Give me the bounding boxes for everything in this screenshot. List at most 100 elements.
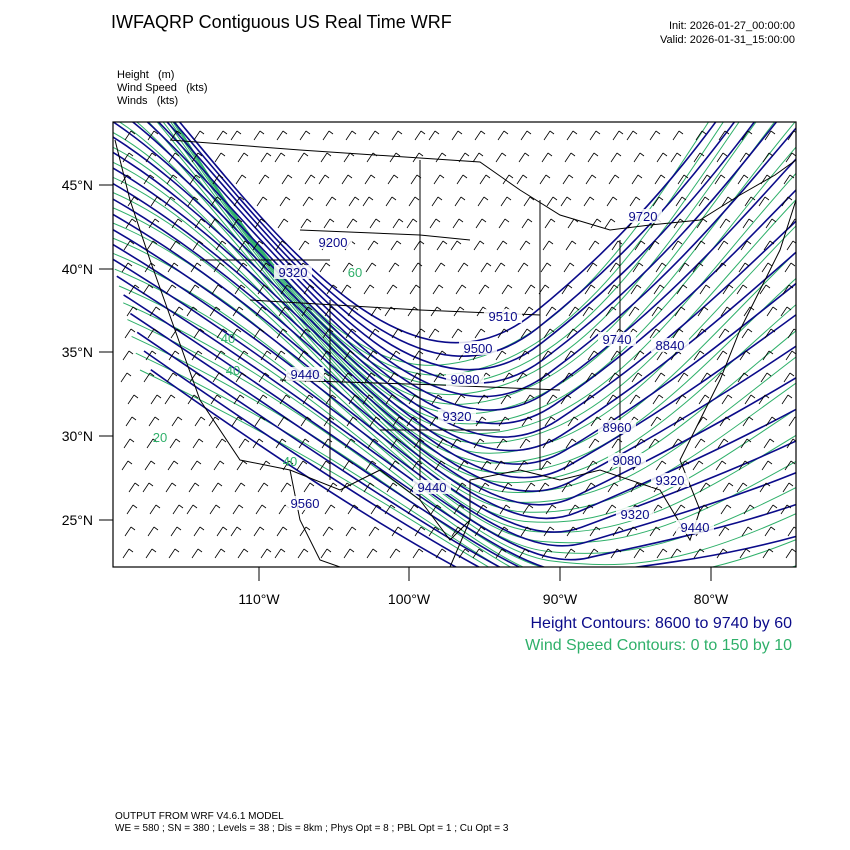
wind-barb-shaft [164, 394, 172, 405]
wind-barb-flag [791, 152, 796, 157]
wind-barb-shaft [256, 394, 264, 405]
height-contour-line [116, 275, 796, 561]
wind-barb-flag [596, 218, 602, 223]
wind-barb-flag [350, 438, 356, 443]
wind-barb-shaft [432, 284, 440, 295]
wind-barb-shaft [693, 152, 701, 163]
wind-barb-flag [725, 416, 731, 421]
wind-barb-flag [130, 328, 136, 333]
wind-barb-shaft [389, 350, 397, 361]
wind-barb-shaft [764, 328, 772, 339]
wind-barb-flag [217, 482, 223, 487]
wind-barb-flag [373, 240, 379, 245]
wind-barb-flag [240, 284, 246, 289]
wind-barb-flag [332, 284, 338, 289]
map-layers: 9720 9200 9320 9510 9500 9740 8840 9440 9080 9320… [113, 122, 796, 567]
wind-barb-flag [219, 460, 225, 465]
wind-barb-flag [369, 482, 375, 487]
wind-barb-shaft [650, 416, 658, 427]
wind-barb-flag [502, 438, 508, 443]
wind-barb-flag [616, 548, 622, 553]
wind-barb-shaft [610, 548, 618, 559]
wind-barb-flag [243, 350, 249, 355]
wind-barb-shaft [782, 284, 790, 295]
wind-barb-shaft [495, 548, 503, 559]
wind-barb-flag [328, 130, 334, 135]
wind-barb-shaft [364, 372, 372, 383]
wind-barb-flag [768, 548, 774, 553]
footer-config: WE = 580 ; SN = 380 ; Levels = 38 ; Dis … [115, 823, 509, 834]
lat-tick-label: 35°N [62, 344, 93, 360]
wind-speed-contour-line [173, 122, 724, 376]
wind-barb-flag [412, 218, 418, 223]
wind-barb-shaft [494, 460, 502, 471]
wind-barb-flag [658, 196, 664, 201]
wind-barb-flag [748, 416, 754, 421]
wind-barb-flag [456, 240, 462, 245]
latitude-axis [99, 184, 113, 521]
wind-barb-shaft [406, 416, 414, 427]
wind-barb-shaft [299, 130, 307, 141]
wind-barb-flag [572, 526, 578, 531]
wind-speed-contour-line [118, 122, 796, 454]
wind-barb-flag [742, 482, 748, 487]
wind-barb-shaft [721, 394, 729, 405]
wind-barb-shaft [296, 460, 304, 471]
wind-barb-shaft [412, 350, 420, 361]
wind-barb-shaft [473, 438, 481, 449]
wind-barb-shaft [434, 460, 442, 471]
wind-barb-flag [612, 394, 618, 399]
wind-barb-shaft [122, 350, 130, 361]
wind-barb-shaft [260, 350, 268, 361]
wind-barb-flag [397, 130, 403, 135]
wind-barb-flag [788, 482, 794, 487]
wind-barb-flag [395, 548, 401, 553]
wind-barb-shaft [561, 284, 569, 295]
wind-barb-shaft [611, 438, 619, 449]
wind-barb-flag [524, 350, 530, 355]
height-contour-line [113, 151, 796, 452]
lon-tick-label: 90°W [543, 591, 578, 607]
wind-barb-flag [309, 482, 315, 487]
wind-barb-flag [786, 504, 792, 509]
wind-barb-shaft [214, 548, 222, 559]
wind-barb-shaft [235, 174, 243, 185]
wind-barb-flag [705, 284, 711, 289]
wind-barb-flag [793, 130, 796, 133]
wind-barb-shaft [562, 174, 570, 185]
wind-barb-shaft [385, 394, 393, 405]
height-contour-line [143, 350, 481, 567]
wind-barb-flag [721, 262, 727, 267]
wind-barb-flag [441, 548, 447, 553]
wind-barb-shaft [150, 394, 158, 405]
wind-barb-flag [551, 504, 557, 509]
wind-barb-flag [436, 504, 442, 509]
wind-barb-flag [522, 372, 528, 377]
wind-barb-flag [639, 152, 645, 157]
wind-barb-flag [545, 174, 551, 179]
height-contour-line [131, 122, 796, 411]
wind-barb-flag [525, 438, 531, 443]
wind-barb-shaft [714, 372, 722, 383]
wind-barb-shaft [370, 306, 378, 317]
height-contour-line [113, 228, 796, 520]
wind-barb-flag [390, 306, 396, 311]
wind-barb-flag [177, 218, 183, 223]
wind-barb-shaft [743, 306, 751, 317]
wind-barb-flag [548, 438, 554, 443]
wind-barb-flag [701, 130, 707, 135]
wind-barb-shaft [674, 504, 682, 515]
border-line [169, 139, 796, 231]
wind-barb-shaft [186, 504, 194, 515]
wind-barb-flag [374, 328, 380, 333]
wind-barb-flag [632, 130, 638, 135]
wind-barb-shaft [649, 526, 657, 537]
wind-speed-contour-line [135, 122, 796, 444]
wind-barb-shaft [127, 196, 135, 207]
wind-barb-shaft [759, 482, 767, 493]
height-contour-label: 8840 [656, 338, 685, 353]
wind-barb-shaft [737, 372, 745, 383]
wind-barb-shaft [299, 526, 307, 537]
wind-barb-shaft [607, 284, 615, 295]
wind-barb-flag [525, 240, 531, 245]
